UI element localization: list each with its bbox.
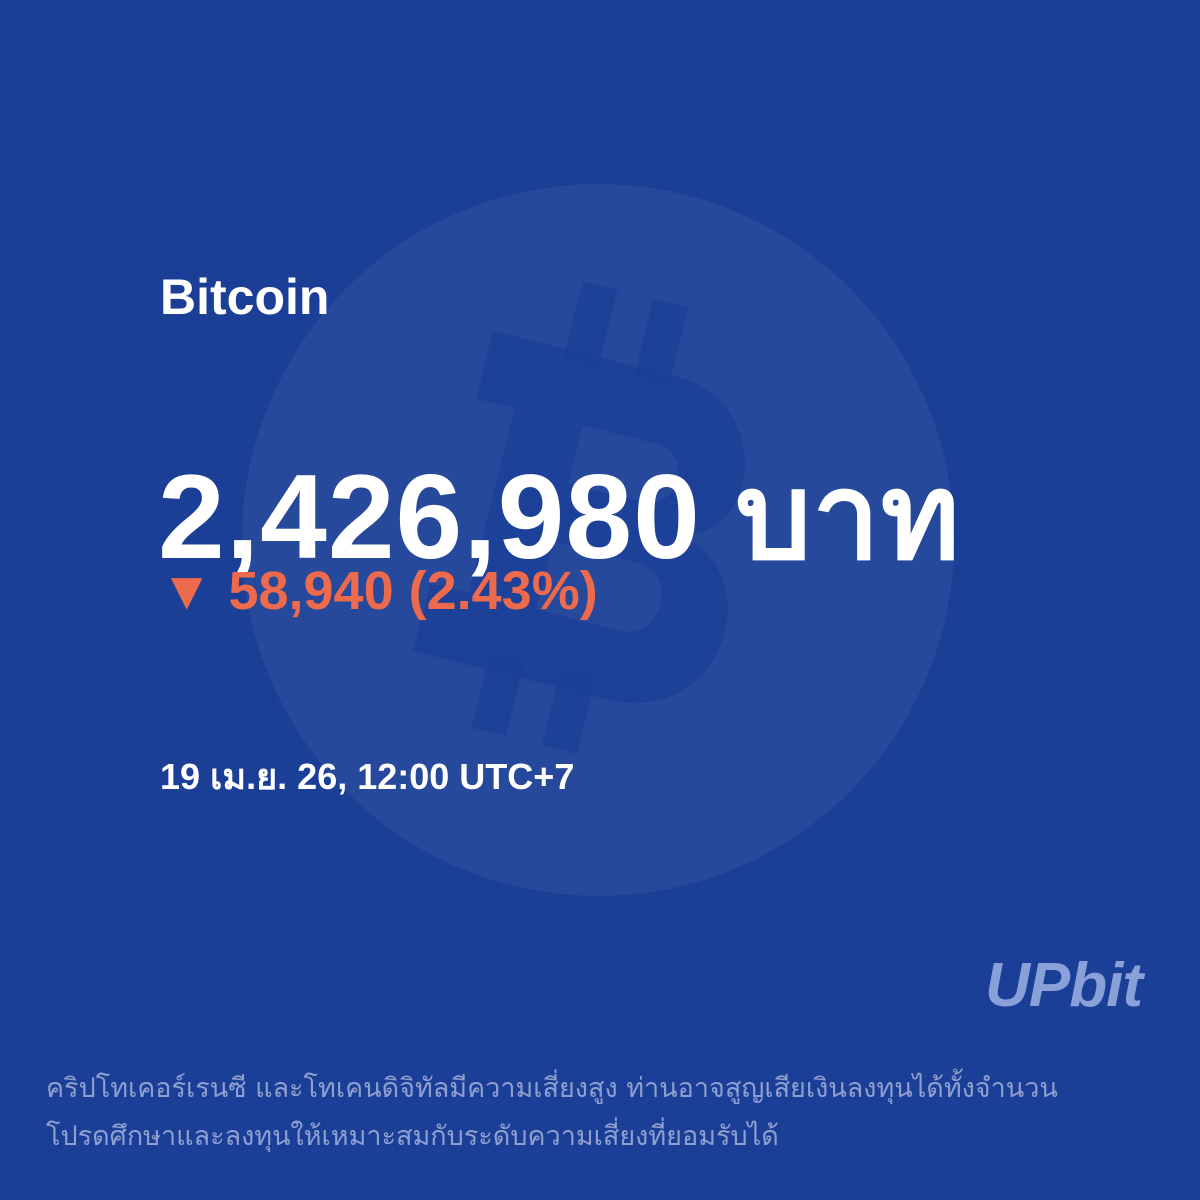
symbol-bar xyxy=(563,281,618,368)
logo: UPbit xyxy=(985,951,1143,1020)
timestamp: 19 เม.ย. 26, 12:00 UTC+7 xyxy=(160,756,575,797)
price: 2,426,980 บาท xyxy=(158,450,961,584)
symbol-bar xyxy=(634,298,689,386)
disclaimer-line: คริปโทเคอร์เรนซี และโทเคนดิจิทัลมีความเส… xyxy=(46,1073,1058,1104)
disclaimer-line: โปรดศึกษาและลงทุนให้เหมาะสมกับระดับความเ… xyxy=(46,1121,779,1152)
price-change: ▼ 58,940 (2.43%) xyxy=(160,561,598,621)
bitcoin-symbol xyxy=(413,281,745,754)
symbol-b xyxy=(413,330,745,704)
coin-name: Bitcoin xyxy=(160,269,330,325)
